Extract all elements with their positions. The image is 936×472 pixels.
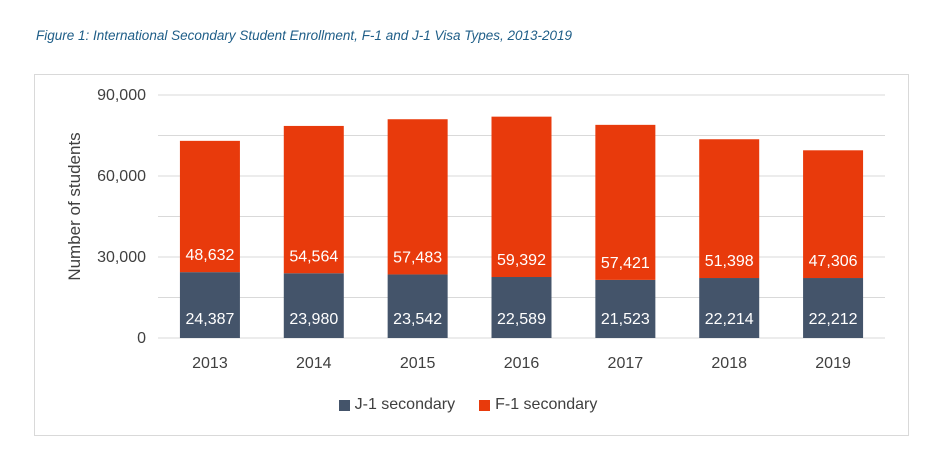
bar-j1-secondary (699, 278, 760, 338)
y-tick-label: 30,000 (97, 249, 146, 266)
bar-f1-secondary (595, 124, 656, 280)
legend-swatch-f1 (479, 399, 491, 411)
bar-j1-secondary (179, 272, 240, 338)
y-tick-label: 0 (137, 330, 146, 347)
y-tick-label: 90,000 (97, 87, 146, 104)
bar-f1-secondary (179, 140, 240, 273)
bars (179, 116, 864, 338)
legend-swatch-j1 (338, 399, 350, 411)
data-label-j1: 23,542 (393, 311, 442, 328)
data-label-f1: 54,564 (289, 248, 338, 265)
x-tick-label: 2016 (504, 355, 540, 372)
bar-f1-secondary (387, 119, 448, 275)
x-tick-label: 2017 (608, 355, 644, 372)
bar-j1-secondary (595, 279, 656, 338)
data-label-f1: 51,398 (705, 253, 754, 270)
bar-f1-secondary (699, 139, 760, 279)
chart-frame (34, 74, 909, 436)
x-tick-label: 2014 (296, 355, 332, 372)
y-tick-label: 60,000 (97, 168, 146, 185)
bar-f1-secondary (491, 116, 552, 278)
y-axis-title: Number of students (65, 132, 84, 280)
bar-f1-secondary (803, 150, 864, 279)
data-label-f1: 47,306 (809, 253, 858, 270)
data-label-j1: 22,212 (809, 311, 858, 328)
legend-item-f1: F-1 secondary (479, 396, 597, 414)
x-tick-label: 2013 (192, 355, 228, 372)
data-label-j1: 22,589 (497, 311, 546, 328)
data-label-j1: 24,387 (185, 311, 234, 328)
bar-j1-secondary (491, 277, 552, 338)
chart-legend: J-1 secondary F-1 secondary (0, 396, 936, 414)
bar-j1-secondary (283, 273, 344, 338)
figure-caption: Figure 1: International Secondary Studen… (36, 28, 573, 43)
data-label-f1: 59,392 (497, 252, 546, 269)
bar-j1-secondary (387, 274, 448, 338)
bar-j1-secondary (803, 278, 864, 338)
legend-item-j1: J-1 secondary (338, 396, 456, 414)
data-label-f1: 48,632 (185, 247, 234, 264)
axes: 0 30,000 60,000 90,000 Number of students 201… (65, 87, 851, 372)
data-labels: 24,387 48,632 23,980 54,564 23,542 57,483 22,5… (185, 247, 857, 328)
data-label-f1: 57,483 (393, 249, 442, 266)
legend-label-f1: F-1 secondary (495, 396, 598, 413)
data-label-j1: 23,980 (289, 311, 338, 328)
x-tick-label: 2018 (711, 355, 747, 372)
data-label-j1: 22,214 (705, 311, 754, 328)
x-tick-label: 2015 (400, 355, 436, 372)
bar-f1-secondary (283, 125, 344, 274)
data-label-j1: 21,523 (601, 311, 650, 328)
x-tick-label: 2019 (815, 355, 851, 372)
legend-label-j1: J-1 secondary (354, 396, 456, 413)
data-label-f1: 57,421 (601, 255, 650, 272)
